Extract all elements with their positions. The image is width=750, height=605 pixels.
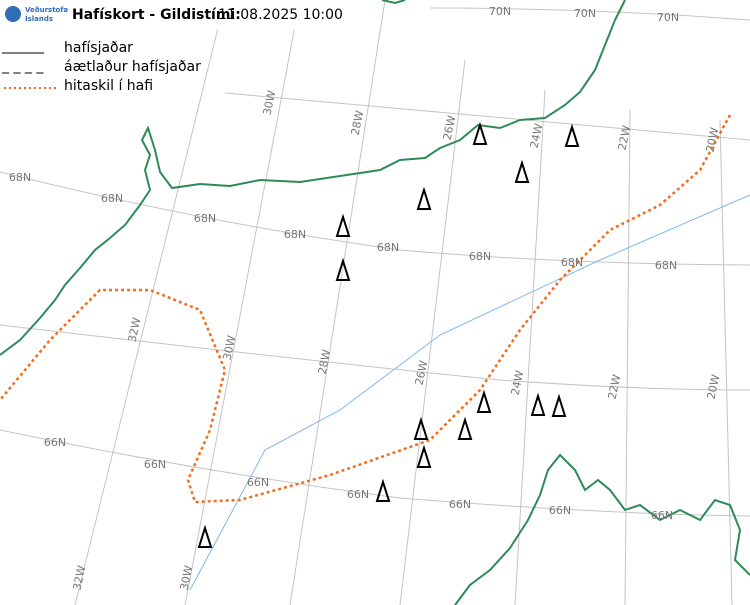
- meridian: [289, 0, 386, 605]
- iceberg: [514, 159, 530, 183]
- grid-label: 28W: [316, 348, 334, 375]
- grid-label: 70N: [489, 5, 511, 18]
- grid-label: 68N: [469, 250, 491, 263]
- iceberg: [197, 524, 213, 548]
- iceberg: [416, 444, 432, 468]
- grid-label: 66N: [449, 498, 471, 511]
- iceberg: [472, 121, 488, 145]
- legend-label: áætlaður hafísjaðar: [64, 59, 201, 75]
- grid-label: 22W: [606, 373, 624, 400]
- grid-label: 70N: [574, 7, 596, 20]
- iceberg: [551, 393, 567, 417]
- grid-label: 68N: [9, 171, 31, 184]
- grid-label: 68N: [377, 241, 399, 254]
- legend-symbol: _ _ _ _: [1, 58, 44, 74]
- iceberg: [564, 123, 580, 147]
- title: Hafískort - Gildistími:: [72, 7, 241, 23]
- iceberg-markers: [197, 121, 580, 548]
- logo-text: Veðurstofa: [25, 6, 68, 14]
- meridian: [514, 89, 546, 605]
- meridian: [74, 0, 226, 605]
- grid-label: 68N: [655, 259, 677, 272]
- grid-label: 66N: [247, 476, 269, 489]
- valid-time: 11.08.2025 10:00: [218, 7, 343, 23]
- grid-label: 20W: [704, 126, 722, 153]
- iceberg: [375, 478, 391, 502]
- parallel: [429, 7, 750, 21]
- grid-label: 32W: [71, 564, 89, 591]
- legend-label: hafísjaðar: [64, 40, 133, 56]
- grid-label: 66N: [347, 488, 369, 501]
- grid-label: 66N: [144, 458, 166, 471]
- iceberg: [335, 213, 351, 237]
- grid-label: 20W: [705, 373, 723, 400]
- legend-symbol: ______: [1, 38, 45, 54]
- meridian: [719, 119, 733, 605]
- thermal-front: [0, 114, 732, 504]
- grid-label: 68N: [101, 192, 123, 205]
- iceberg: [335, 257, 351, 281]
- grid-label: 68N: [284, 228, 306, 241]
- coastline-greenland: [0, 0, 626, 356]
- grid-label: 66N: [651, 509, 673, 522]
- grid-label: 30W: [221, 334, 239, 361]
- parallel: [0, 324, 750, 391]
- grid-label: 66N: [44, 436, 66, 449]
- grid-label: 22W: [616, 124, 634, 151]
- logo-text: Íslands: [25, 14, 53, 23]
- legend-label: hitaskil í hafi: [64, 78, 153, 94]
- iceberg: [413, 416, 429, 440]
- logo-icon: [5, 6, 21, 22]
- meridian: [184, 0, 301, 605]
- grid-label: 24W: [509, 369, 527, 396]
- meridian: [399, 59, 466, 605]
- grid-label: 26W: [441, 114, 459, 141]
- header-bg: [0, 0, 370, 30]
- grid-label: 70N: [657, 11, 679, 24]
- current-line: [189, 194, 750, 591]
- grid-label: 24W: [528, 122, 546, 149]
- meridian: [624, 109, 631, 605]
- grid-label: 30W: [261, 89, 279, 116]
- logo: Veðurstofa Íslands: [5, 6, 68, 23]
- coastline: [381, 0, 406, 5]
- iceberg: [457, 416, 473, 440]
- grid-label: 68N: [194, 212, 216, 225]
- grid-label: 66N: [549, 504, 571, 517]
- iceberg: [476, 389, 492, 413]
- parallel: [224, 92, 750, 141]
- grid-label: 32W: [126, 316, 144, 343]
- grid-labels: 70N 70N 70N 68N 68N 68N 68N 68N 68N 68N 68N 66N 66N 6…: [9, 5, 723, 591]
- parallel: [0, 429, 750, 517]
- grid-label: 28W: [349, 109, 367, 136]
- grid-label: 68N: [561, 256, 583, 269]
- grid-label: 30W: [178, 564, 196, 591]
- coastline-iceland: [454, 453, 750, 605]
- grid-label: 26W: [413, 359, 431, 386]
- iceberg: [530, 392, 546, 416]
- iceberg: [416, 186, 432, 210]
- parallel: [0, 171, 750, 266]
